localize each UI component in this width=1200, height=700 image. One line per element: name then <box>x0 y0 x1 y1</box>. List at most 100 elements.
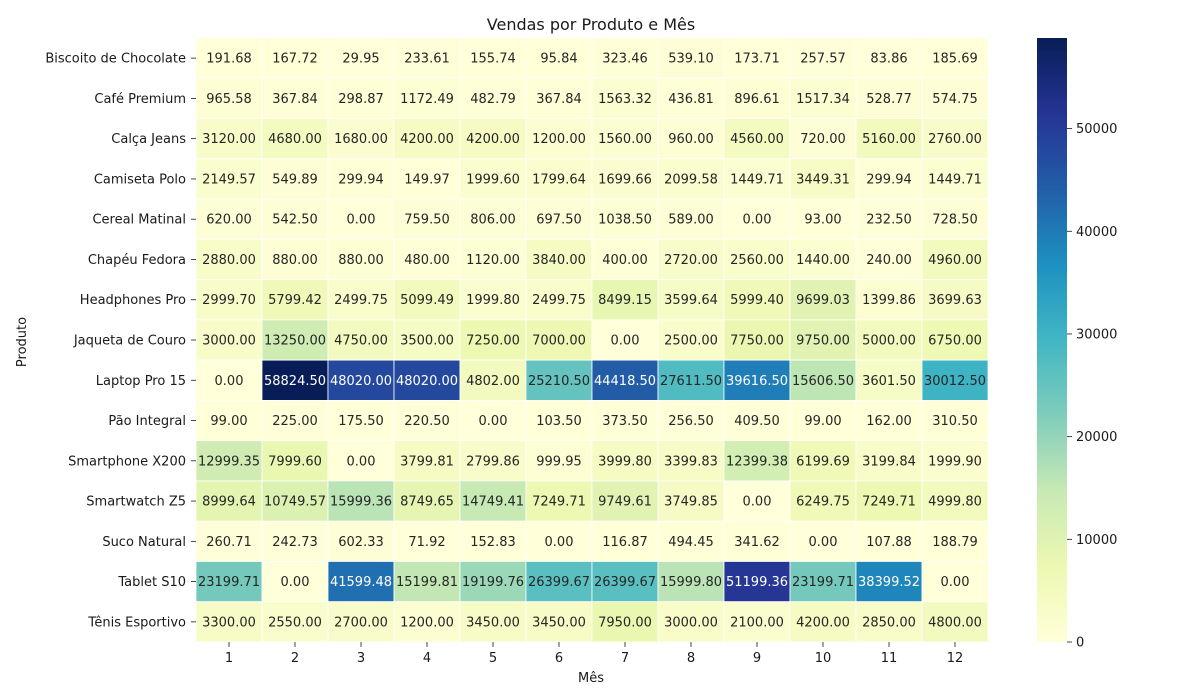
cell-value-label: 2850.00 <box>862 615 916 630</box>
heatmap-cell <box>723 158 791 200</box>
cell-value-label: 3799.81 <box>400 454 454 469</box>
colorbar-tick-label: 20000 <box>1076 430 1117 445</box>
cell-value-label: 9749.61 <box>598 495 652 510</box>
y-tick-label: Laptop Pro 15 <box>96 374 186 389</box>
cell-value-label: 58824.50 <box>264 374 326 389</box>
heatmap-cell <box>525 440 593 482</box>
cell-value-label: 1999.60 <box>466 172 520 187</box>
cell-value-label: 3120.00 <box>202 132 256 147</box>
heatmap-cell <box>657 520 725 562</box>
heatmap-cell <box>393 520 461 562</box>
heatmap-cell <box>855 77 923 119</box>
cell-value-label: 3450.00 <box>466 615 520 630</box>
heatmap-cell <box>789 238 857 280</box>
cell-value-label: 8749.65 <box>400 495 454 510</box>
cell-value-label: 7250.00 <box>466 334 520 349</box>
cell-value-label: 367.84 <box>536 92 582 107</box>
cell-value-label: 7950.00 <box>598 615 652 630</box>
heatmap-cell <box>525 279 593 321</box>
heatmap-cell <box>327 118 395 160</box>
heatmap-cell <box>393 279 461 321</box>
y-tick-label: Pão Integral <box>108 414 186 429</box>
cell-value-label: 14749.41 <box>462 495 524 510</box>
heatmap-cell <box>525 198 593 240</box>
cell-value-label: 25210.50 <box>528 374 590 389</box>
cell-value-label: 1120.00 <box>466 253 520 268</box>
cell-value-label: 103.50 <box>536 414 582 429</box>
cell-value-label: 39616.50 <box>726 374 788 389</box>
heatmap-cell <box>459 118 527 160</box>
cell-value-label: 4200.00 <box>796 615 850 630</box>
heatmap-cell <box>855 399 923 442</box>
cell-value-label: 436.81 <box>668 92 714 107</box>
cell-value-label: 107.88 <box>866 535 912 550</box>
cell-value-label: 539.10 <box>668 52 714 67</box>
heatmap-cell <box>789 37 857 79</box>
cell-value-label: 257.57 <box>800 52 846 67</box>
cell-value-label: 99.00 <box>210 414 247 429</box>
cell-value-label: 2100.00 <box>730 615 784 630</box>
cell-value-label: 3449.31 <box>796 172 850 187</box>
heatmap-cell <box>261 37 329 79</box>
heatmap-cell <box>723 77 791 119</box>
heatmap-cell <box>393 399 461 442</box>
cell-value-label: 38399.52 <box>858 575 920 590</box>
cell-value-label: 29.95 <box>342 52 379 67</box>
heatmap-cell <box>855 601 923 643</box>
heatmap-cell <box>261 77 329 119</box>
heatmap-cell <box>921 480 989 522</box>
cell-value-label: 44418.50 <box>594 374 656 389</box>
heatmap-cell <box>591 319 659 361</box>
heatmap-cell <box>591 561 659 603</box>
heatmap-cell <box>591 480 659 522</box>
heatmap-cell <box>855 319 923 361</box>
cell-value-label: 8999.64 <box>202 495 256 510</box>
heatmap-cell <box>789 601 857 643</box>
cell-value-label: 220.50 <box>404 414 450 429</box>
heatmap-cell <box>195 279 263 321</box>
cell-value-label: 9750.00 <box>796 334 850 349</box>
cell-value-label: 299.94 <box>338 172 384 187</box>
cell-value-label: 5099.49 <box>400 293 454 308</box>
heatmap-cell <box>393 561 461 603</box>
cell-value-label: 152.83 <box>470 535 516 550</box>
heatmap-cell <box>459 561 527 603</box>
heatmap-cell <box>327 158 395 200</box>
y-tick-label: Biscoito de Chocolate <box>45 52 186 67</box>
cell-value-label: 5160.00 <box>862 132 916 147</box>
heatmap-cell <box>789 561 857 603</box>
cell-value-label: 23199.71 <box>198 575 260 590</box>
cell-value-label: 0.00 <box>347 454 376 469</box>
heatmap-cell <box>789 399 857 442</box>
heatmap-cell <box>657 77 725 119</box>
y-tick-label: Camiseta Polo <box>94 172 186 187</box>
cell-value-label: 7249.71 <box>862 495 916 510</box>
heatmap-cell <box>327 359 395 401</box>
cell-value-label: 5799.42 <box>268 293 322 308</box>
cell-value-label: 232.50 <box>866 213 912 228</box>
cell-value-label: 15199.81 <box>396 575 458 590</box>
heatmap-cell <box>327 520 395 562</box>
cell-value-label: 3399.83 <box>664 454 718 469</box>
cell-value-label: 528.77 <box>866 92 912 107</box>
heatmap-cell <box>393 319 461 361</box>
x-axis-label: Mês <box>578 671 604 686</box>
heatmap-cell <box>327 198 395 240</box>
cell-value-label: 26399.67 <box>528 575 590 590</box>
heatmap-cell <box>195 158 263 200</box>
cell-value-label: 3749.85 <box>664 495 718 510</box>
cell-value-label: 26399.67 <box>594 575 656 590</box>
cell-value-label: 83.86 <box>870 52 907 67</box>
heatmap-cell <box>459 601 527 643</box>
cell-value-label: 93.00 <box>804 213 841 228</box>
colorbar-ticks: 0 10000 20000 30000 40000 50000 <box>1067 122 1117 651</box>
heatmap-cell <box>789 279 857 321</box>
y-tick-label: Tênis Esportivo <box>87 615 186 630</box>
heatmap-cell <box>855 440 923 482</box>
cell-value-label: 960.00 <box>668 132 714 147</box>
cell-value-label: 185.69 <box>932 52 978 67</box>
cell-value-label: 728.50 <box>932 213 978 228</box>
cell-value-label: 400.00 <box>602 253 648 268</box>
cell-value-label: 367.84 <box>272 92 318 107</box>
cell-value-label: 0.00 <box>743 495 772 510</box>
